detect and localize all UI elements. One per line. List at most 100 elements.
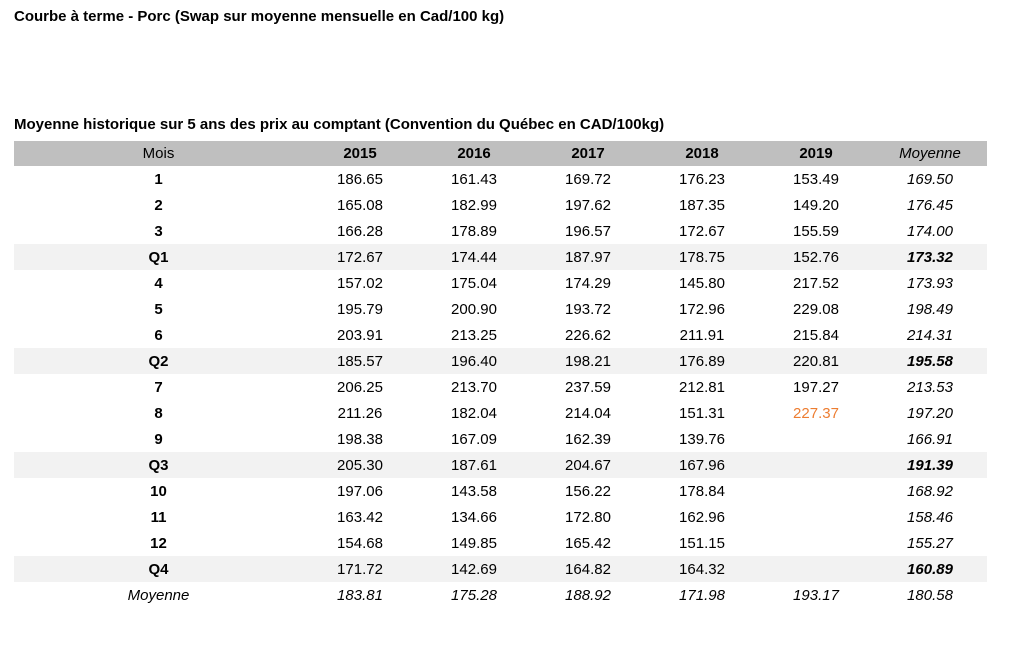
- value-cell: 185.57: [337, 352, 383, 370]
- value-cell: 213.53: [907, 378, 953, 396]
- value-cell: 178.89: [451, 222, 497, 240]
- value-cell: 178.84: [679, 482, 725, 500]
- table-row: Moyenne 183.81 175.28 188.92 171.98 193.17 180…: [14, 582, 987, 608]
- table-row: 6 203.91 213.25 226.62 211.91 215.84 214.31: [14, 322, 987, 348]
- row-label: 3: [154, 222, 163, 240]
- value-cell: 174.44: [451, 248, 497, 266]
- value-cell: 237.59: [565, 378, 611, 396]
- table-row: 5 195.79 200.90 193.72 172.96 229.08 198.49: [14, 296, 987, 322]
- value-cell: 211.26: [337, 404, 383, 422]
- value-cell: 178.75: [679, 248, 725, 266]
- table-header-row: Mois 2015 2016 2017 2018 2019 Moyenne: [14, 141, 987, 166]
- column-header-2016: 2016: [417, 141, 531, 166]
- value-cell: 134.66: [451, 508, 497, 526]
- value-cell: 203.91: [337, 326, 383, 344]
- value-cell: 172.96: [679, 300, 725, 318]
- column-header-2018: 2018: [645, 141, 759, 166]
- value-cell: 196.57: [565, 222, 611, 240]
- value-cell: 171.98: [679, 586, 725, 604]
- column-header-2017: 2017: [531, 141, 645, 166]
- table-row: Q3 205.30 187.61 204.67 167.96 191.39: [14, 452, 987, 478]
- value-cell: 173.32: [907, 248, 953, 266]
- table-body: 1 186.65 161.43 169.72 176.23 153.49 169.50 2 16…: [14, 166, 987, 608]
- value-cell: 153.49: [793, 170, 839, 188]
- table-row: 11 163.42 134.66 172.80 162.96 158.46: [14, 504, 987, 530]
- value-cell: 204.67: [565, 456, 611, 474]
- row-label: 2: [154, 196, 163, 214]
- value-cell: 212.81: [679, 378, 725, 396]
- value-cell: 197.06: [337, 482, 383, 500]
- column-header-2015: 2015: [303, 141, 417, 166]
- value-cell: [759, 452, 873, 478]
- value-cell: [759, 504, 873, 530]
- value-cell: 214.31: [907, 326, 953, 344]
- table-row: 7 206.25 213.70 237.59 212.81 197.27 213.53: [14, 374, 987, 400]
- value-cell: 197.20: [907, 404, 953, 422]
- value-cell: 167.96: [679, 456, 725, 474]
- value-cell: 162.39: [565, 430, 611, 448]
- value-cell: [759, 478, 873, 504]
- table-row: 2 165.08 182.99 197.62 187.35 149.20 176.45: [14, 192, 987, 218]
- value-cell: 143.58: [451, 482, 497, 500]
- column-header-2019: 2019: [759, 141, 873, 166]
- value-cell: 166.28: [337, 222, 383, 240]
- value-cell: 182.99: [451, 196, 497, 214]
- table-row: 1 186.65 161.43 169.72 176.23 153.49 169.50: [14, 166, 987, 192]
- value-cell: [759, 530, 873, 556]
- table-subtitle: Moyenne historique sur 5 ans des prix au…: [14, 116, 665, 133]
- value-cell: [759, 556, 873, 582]
- value-cell: 151.31: [679, 404, 725, 422]
- value-cell: [759, 426, 873, 452]
- table-row: Q2 185.57 196.40 198.21 176.89 220.81 195.58: [14, 348, 987, 374]
- row-label: 4: [154, 274, 163, 292]
- value-cell: 152.76: [793, 248, 839, 266]
- value-cell: 173.93: [907, 274, 953, 292]
- value-cell: 174.00: [907, 222, 953, 240]
- value-cell: 145.80: [679, 274, 725, 292]
- value-cell: 156.22: [565, 482, 611, 500]
- value-cell: 154.68: [337, 534, 383, 552]
- value-cell: 174.29: [565, 274, 611, 292]
- value-cell: 171.72: [337, 560, 383, 578]
- value-cell: 176.89: [679, 352, 725, 370]
- row-label: 11: [150, 508, 167, 526]
- value-cell: 196.40: [451, 352, 497, 370]
- value-cell: 168.92: [907, 482, 953, 500]
- row-label: 10: [150, 482, 167, 500]
- row-label: Q3: [148, 456, 169, 474]
- value-cell: 197.27: [793, 378, 839, 396]
- value-cell: 176.45: [907, 196, 953, 214]
- value-cell: 205.30: [337, 456, 383, 474]
- value-cell: 211.91: [679, 326, 725, 344]
- value-cell: 206.25: [337, 378, 383, 396]
- row-label: 7: [154, 378, 163, 396]
- value-cell: 166.91: [907, 430, 953, 448]
- value-cell: 142.69: [451, 560, 497, 578]
- value-cell: 169.72: [565, 170, 611, 188]
- value-cell: 176.23: [679, 170, 725, 188]
- value-cell: 172.67: [679, 222, 725, 240]
- value-cell: 198.38: [337, 430, 383, 448]
- value-cell: 227.37: [793, 404, 839, 422]
- value-cell: 162.96: [679, 508, 725, 526]
- value-cell: 197.62: [565, 196, 611, 214]
- value-cell: 161.43: [451, 170, 497, 188]
- value-cell: 175.04: [451, 274, 497, 292]
- row-label: 1: [154, 170, 163, 188]
- row-label: 5: [154, 300, 163, 318]
- row-label: Q2: [148, 352, 169, 370]
- row-label: Q4: [148, 560, 169, 578]
- value-cell: 217.52: [793, 274, 839, 292]
- value-cell: 155.59: [793, 222, 839, 240]
- value-cell: 229.08: [793, 300, 839, 318]
- row-label: 6: [154, 326, 163, 344]
- value-cell: 167.09: [451, 430, 497, 448]
- value-cell: 169.50: [907, 170, 953, 188]
- value-cell: 193.72: [565, 300, 611, 318]
- value-cell: 183.81: [337, 586, 383, 604]
- value-cell: 213.25: [451, 326, 497, 344]
- table-row: 12 154.68 149.85 165.42 151.15 155.27: [14, 530, 987, 556]
- value-cell: 139.76: [679, 430, 725, 448]
